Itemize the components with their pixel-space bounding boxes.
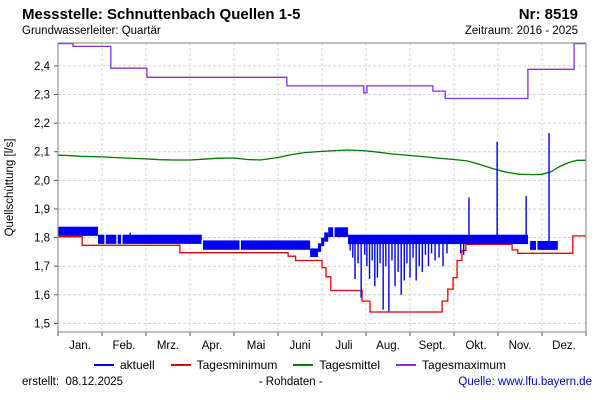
svg-text:2,4: 2,4 — [34, 61, 51, 73]
svg-text:1,8: 1,8 — [34, 233, 50, 245]
created-label: erstellt: — [22, 376, 60, 388]
page-title: Messstelle: Schnuttenbach Quellen 1-5 — [22, 6, 301, 23]
legend-dash-icon — [170, 364, 191, 366]
svg-text:Juni: Juni — [289, 340, 310, 352]
svg-text:Apr.: Apr. — [202, 340, 222, 352]
svg-text:1,9: 1,9 — [34, 204, 50, 216]
created-text: erstellt: 08.12.2025 — [22, 376, 123, 388]
svg-text:Mrz.: Mrz. — [157, 340, 179, 352]
svg-text:2,3: 2,3 — [34, 90, 50, 102]
legend-label: aktuell — [119, 358, 155, 372]
legend-dash-icon — [396, 364, 417, 366]
legend-label: Tagesminimum — [196, 358, 278, 372]
rohdaten-label: - Rohdaten - — [258, 376, 323, 388]
created-date: 08.12.2025 — [65, 376, 124, 388]
svg-text:1,7: 1,7 — [34, 261, 50, 273]
legend-label: Tagesmaximum — [422, 358, 507, 372]
legend-item-aktuell: aktuell — [93, 358, 155, 372]
chart-canvas: 1,5 1,6 1,7 1,8 1,9 2,0 2,1 2,2 2,3 2,4 Jan. Feb. Mr… — [4, 42, 587, 352]
svg-text:Quellschüttung [l/s]: Quellschüttung [l/s] — [4, 139, 16, 237]
quelle-link[interactable]: Quelle: www.lfu.bayern.de — [458, 376, 592, 388]
svg-text:Nov.: Nov. — [509, 340, 532, 352]
footer: erstellt: 08.12.2025 - Rohdaten - Quelle… — [0, 373, 600, 388]
svg-text:Aug.: Aug. — [376, 340, 400, 352]
legend-dash-icon — [93, 364, 114, 366]
legend-item-tagesmaximum: Tagesmaximum — [396, 358, 506, 372]
legend-item-tagesmittel: Tagesmittel — [293, 358, 380, 372]
svg-text:Okt.: Okt. — [465, 340, 486, 352]
svg-text:Sept.: Sept. — [419, 340, 446, 352]
svg-text:1,6: 1,6 — [34, 290, 50, 302]
legend-label: Tagesmittel — [319, 358, 381, 372]
svg-text:Dez.: Dez. — [552, 340, 576, 352]
svg-text:Mai: Mai — [247, 340, 266, 352]
legend-item-tagesminimum: Tagesminimum — [170, 358, 278, 372]
header: Messstelle: Schnuttenbach Quellen 1-5 Nr… — [0, 0, 600, 39]
svg-text:Feb.: Feb. — [112, 340, 135, 352]
aquifer-label: Grundwasserleiter: Quartär — [22, 25, 161, 37]
legend: aktuell Tagesminimum Tagesmittel Tagesmaxim… — [0, 357, 600, 373]
period-label: Zeitraum: 2016 - 2025 — [464, 25, 578, 37]
svg-text:Jan.: Jan. — [69, 340, 91, 352]
svg-text:1,5: 1,5 — [34, 318, 50, 330]
legend-dash-icon — [293, 364, 314, 366]
svg-text:2,0: 2,0 — [34, 175, 50, 187]
station-number: Nr: 8519 — [518, 6, 578, 23]
svg-text:2,2: 2,2 — [34, 118, 50, 130]
svg-text:Juli: Juli — [335, 340, 352, 352]
svg-text:2,1: 2,1 — [34, 147, 50, 159]
